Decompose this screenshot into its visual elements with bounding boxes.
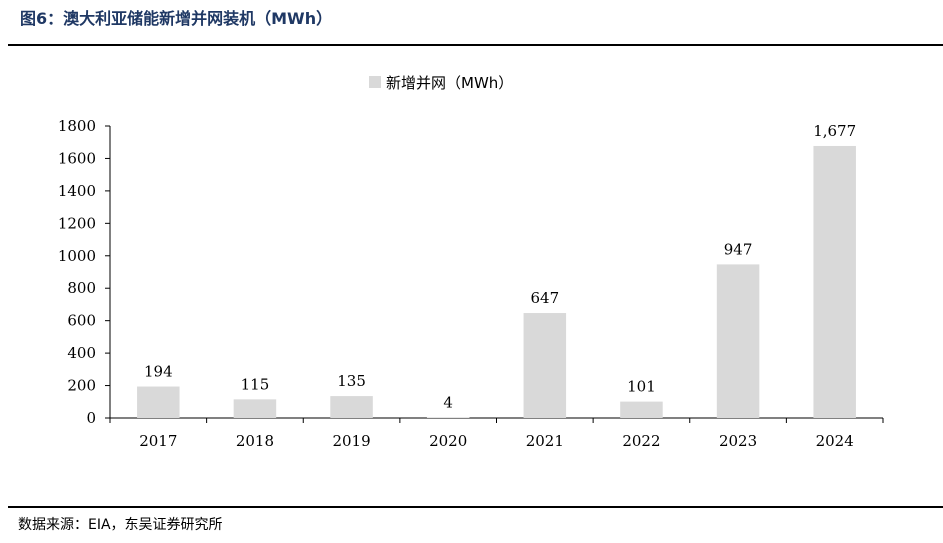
y-tick-label: 200 (67, 377, 96, 395)
y-tick-label: 1800 (58, 117, 96, 135)
y-tick-label: 1000 (58, 247, 96, 265)
data-label: 101 (627, 378, 656, 396)
y-tick-label: 1400 (58, 182, 96, 200)
y-axis: 0 200 400 600 800 1000 1200 1400 1600 1800 (58, 117, 111, 427)
x-tick-label: 2017 (139, 432, 177, 450)
data-label: 135 (337, 372, 366, 390)
bar (523, 313, 567, 418)
x-tick-label: 2019 (332, 432, 370, 450)
data-label: 194 (144, 363, 173, 381)
x-tick-label: 2020 (429, 432, 467, 450)
bar (620, 401, 663, 418)
y-tick-label: 0 (86, 409, 96, 427)
bar-chart: 新增并网（MWh） 0 200 400 600 800 1000 1200 1400 1600 1… (58, 74, 884, 450)
x-axis: 2017 2018 2019 2020 2021 2022 2023 2024 (109, 417, 884, 450)
legend-label: 新增并网（MWh） (386, 74, 513, 92)
y-tick-label: 600 (67, 312, 96, 330)
bar (233, 399, 277, 418)
x-tick-label: 2018 (236, 432, 274, 450)
figure-title: 图6：澳大利亚储能新增并网装机（MWh） (20, 9, 333, 28)
data-label: 647 (530, 289, 559, 307)
bars (137, 145, 856, 418)
x-tick-label: 2024 (816, 432, 854, 450)
data-label: 1,677 (813, 122, 856, 140)
source-note: 数据来源：EIA，东吴证券研究所 (18, 517, 223, 533)
bar (716, 264, 760, 418)
y-tick-label: 1600 (58, 149, 96, 167)
y-tick-label: 800 (67, 279, 96, 297)
y-tick-label: 1200 (58, 214, 96, 232)
data-label: 115 (241, 375, 270, 393)
bottom-rule (8, 506, 943, 508)
data-labels: 194 115 135 4 647 101 947 1,677 (144, 122, 856, 411)
x-tick-label: 2021 (526, 432, 564, 450)
bar (426, 417, 470, 418)
y-tick-label: 400 (67, 344, 96, 362)
x-tick-label: 2023 (719, 432, 757, 450)
bar (330, 396, 373, 418)
bar (813, 145, 856, 418)
legend: 新增并网（MWh） (369, 74, 513, 92)
data-label: 4 (443, 393, 453, 411)
top-rule (8, 44, 943, 46)
data-label: 947 (724, 240, 753, 258)
bar (137, 386, 180, 418)
legend-swatch (369, 76, 381, 88)
x-tick-label: 2022 (622, 432, 660, 450)
